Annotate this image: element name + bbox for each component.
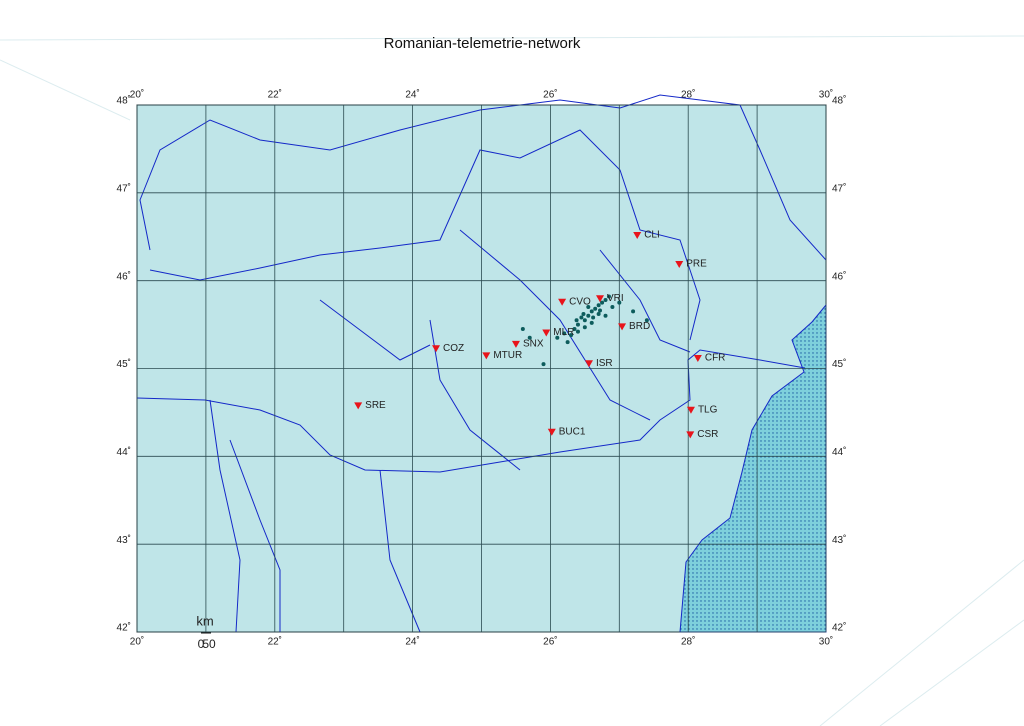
station-label: CSR — [697, 429, 718, 440]
event — [606, 294, 611, 299]
lon-tick-label: 26˚ — [543, 89, 557, 101]
lat-tick-label: 48˚ — [117, 95, 131, 107]
lat-tick-label: 48˚ — [832, 95, 846, 107]
event — [572, 326, 577, 331]
background-streaks — [0, 35, 1024, 726]
grid: 20˚ 20˚ 22˚ 22˚ 24˚ 24˚ 26˚ 26˚ 28˚ 28˚ 30˚ 30˚ 42˚ 4… — [117, 89, 847, 648]
event — [610, 305, 615, 310]
lon-tick-label: 30˚ — [819, 89, 833, 101]
lon-tick-label: 26˚ — [543, 636, 557, 648]
event — [574, 318, 579, 323]
station-marker — [432, 345, 441, 353]
station-marker — [584, 360, 593, 368]
event — [586, 305, 591, 310]
station-marker — [686, 406, 695, 414]
event — [565, 340, 570, 345]
lat-tick-label: 42˚ — [117, 622, 131, 634]
map-title: Romanian-telemetrie-network — [384, 35, 581, 52]
lon-tick-label: 28˚ — [681, 89, 695, 101]
station-label: CLI — [644, 230, 660, 241]
lat-tick-label: 47˚ — [832, 182, 846, 194]
station-label: BUC1 — [559, 426, 586, 437]
event — [581, 312, 586, 317]
event — [603, 313, 608, 318]
event — [603, 297, 608, 302]
event — [596, 312, 601, 317]
station-marker — [354, 402, 363, 410]
event — [575, 322, 580, 327]
event — [582, 318, 587, 323]
station-marker — [693, 354, 702, 362]
station-marker — [482, 352, 491, 360]
station-label: MTUR — [493, 350, 522, 361]
event — [644, 318, 649, 323]
event — [541, 362, 546, 367]
lon-tick-label: 22˚ — [268, 636, 282, 648]
lon-tick-label: 24˚ — [405, 89, 419, 101]
lon-tick-label: 20˚ — [130, 636, 144, 648]
station-marker — [547, 428, 556, 436]
scale-start: 0 — [198, 637, 205, 651]
station-label: MLR — [553, 327, 574, 338]
station-marker — [558, 298, 567, 306]
station-label: PRE — [686, 259, 707, 270]
event — [591, 315, 596, 320]
lat-tick-label: 42˚ — [832, 622, 846, 634]
station-label: SRE — [365, 400, 386, 411]
lat-tick-label: 46˚ — [832, 270, 846, 282]
event — [562, 331, 567, 336]
station-label: CFR — [705, 353, 726, 364]
event — [579, 315, 584, 320]
event — [520, 326, 525, 331]
lat-tick-label: 43˚ — [832, 534, 846, 546]
event — [596, 303, 601, 308]
station-label: VRI — [607, 293, 624, 304]
scale-unit: km — [196, 613, 213, 628]
event — [586, 313, 591, 318]
scale-end: 50 — [202, 637, 216, 651]
event — [527, 335, 532, 340]
event — [569, 333, 574, 338]
station-label: CVO — [569, 296, 591, 307]
event — [593, 306, 598, 311]
station-marker — [618, 323, 627, 331]
station-marker — [596, 295, 605, 303]
event — [589, 320, 594, 325]
event — [617, 300, 622, 305]
lon-tick-label: 20˚ — [130, 89, 144, 101]
lon-tick-label: 22˚ — [268, 89, 282, 101]
station-marker — [511, 340, 520, 348]
event — [575, 329, 580, 334]
station-marker — [633, 231, 642, 239]
lat-tick-label: 45˚ — [117, 358, 131, 370]
lat-tick-label: 45˚ — [832, 358, 846, 370]
lat-tick-label: 44˚ — [117, 446, 131, 458]
event — [600, 300, 605, 305]
station-marker — [675, 260, 684, 268]
station-label: TLG — [698, 404, 718, 415]
station-marker — [542, 329, 551, 337]
lat-tick-label: 46˚ — [117, 270, 131, 282]
station-label: COZ — [443, 343, 464, 354]
event — [582, 325, 587, 330]
lon-tick-label: 30˚ — [819, 636, 833, 648]
station-marker — [686, 431, 695, 439]
event — [631, 309, 636, 314]
station-label: BRD — [629, 321, 650, 332]
scale-bar: km 0 50 — [196, 613, 216, 651]
lon-tick-label: 24˚ — [405, 636, 419, 648]
station-label: SNX — [523, 339, 544, 350]
event — [555, 335, 560, 340]
event — [589, 309, 594, 314]
lat-tick-label: 44˚ — [832, 446, 846, 458]
marks: CLI PRE CVO VRI MLR BRD SNX COZ MTUR ISR CFR SRE TLG… — [354, 230, 725, 440]
lon-tick-label: 28˚ — [681, 636, 695, 648]
lat-tick-label: 43˚ — [117, 534, 131, 546]
station-label: ISR — [596, 358, 613, 369]
lat-tick-label: 47˚ — [117, 182, 131, 194]
event — [598, 308, 603, 313]
